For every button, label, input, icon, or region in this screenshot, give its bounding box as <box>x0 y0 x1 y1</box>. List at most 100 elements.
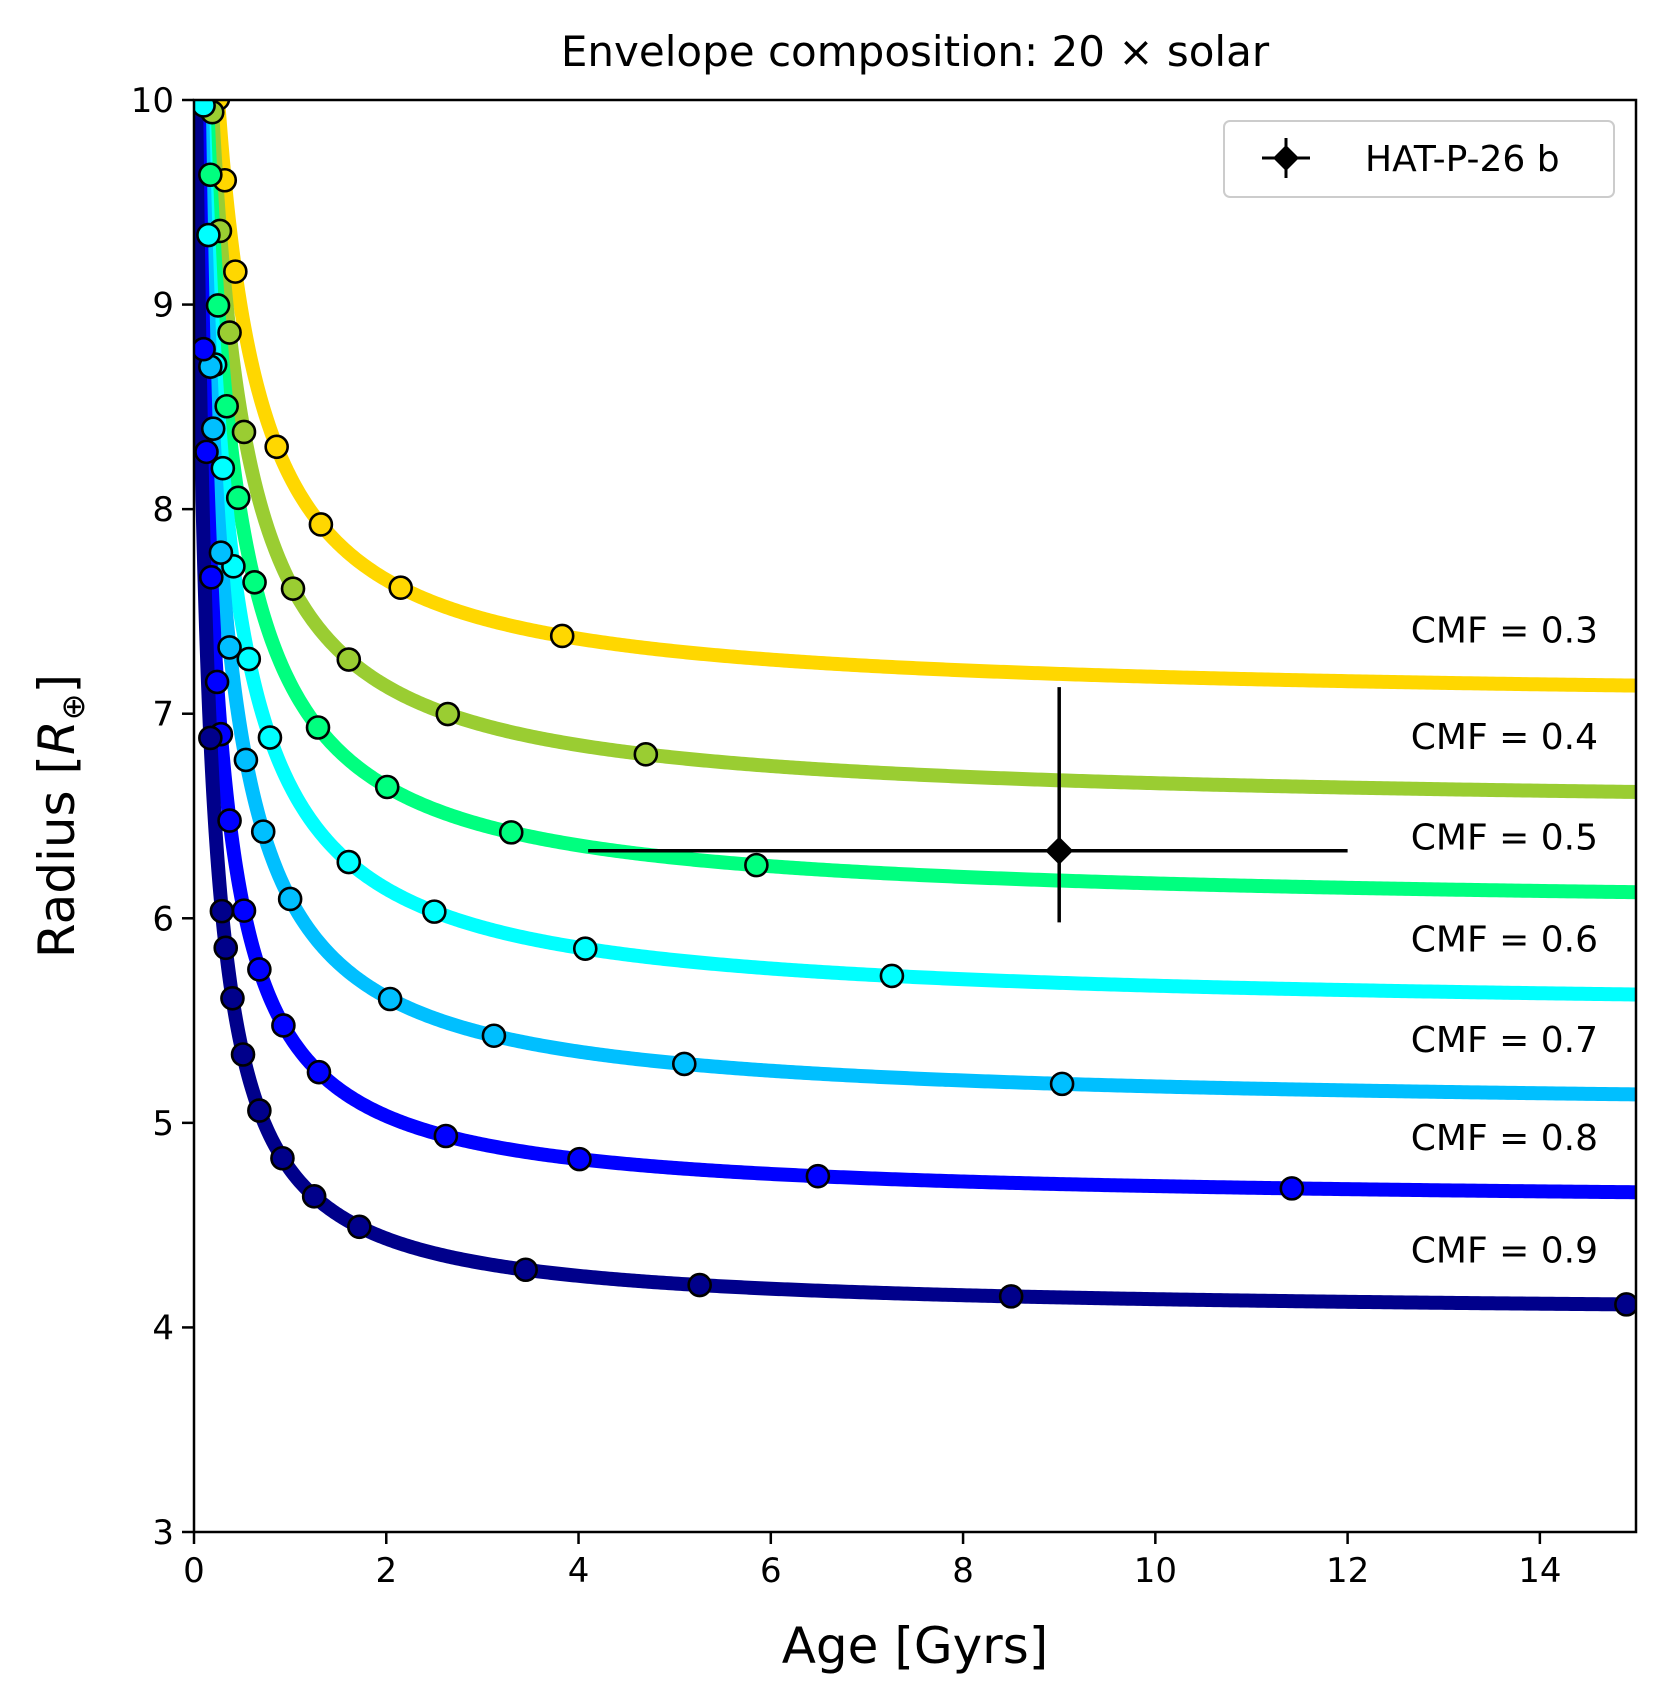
series-label: CMF = 0.6 <box>1411 920 1598 961</box>
series-marker <box>223 259 248 284</box>
x-tick-label: 2 <box>375 1551 397 1591</box>
y-tick-label: 9 <box>152 286 174 326</box>
series-marker <box>194 100 216 118</box>
series-labels: CMF = 0.3 CMF = 0.4 CMF = 0.5 CMF = 0.6 CMF … <box>1411 611 1598 1272</box>
series-marker <box>257 725 283 750</box>
x-tick-label: 6 <box>760 1551 782 1591</box>
series-marker <box>374 774 400 800</box>
series-marker <box>217 808 242 833</box>
series-label: CMF = 0.7 <box>1411 1020 1598 1061</box>
series-marker <box>481 1023 507 1049</box>
series-marker <box>204 669 230 695</box>
series-marker <box>1279 1176 1305 1201</box>
series-marker <box>200 416 226 441</box>
series-marker <box>213 935 239 961</box>
y-axis-label-main: Radius [ <box>28 755 86 958</box>
series-marker <box>567 1146 592 1172</box>
y-axis-label-close: ] <box>28 674 86 694</box>
series-marker <box>744 852 769 878</box>
series-marker <box>1614 1292 1636 1317</box>
series-marker <box>377 986 403 1012</box>
series-marker <box>220 985 245 1011</box>
x-tick-label: 10 <box>1134 1551 1177 1591</box>
series-marker <box>336 647 362 672</box>
series-marker <box>336 849 362 875</box>
y-tick-label: 10 <box>131 81 174 121</box>
x-tick-label: 8 <box>952 1551 974 1591</box>
legend-box <box>1223 120 1615 198</box>
legend-label: HAT-P-26 b <box>1365 139 1560 180</box>
observation-layer <box>588 687 1348 923</box>
series-marker <box>198 725 223 751</box>
series-marker <box>205 293 231 318</box>
series-marker <box>435 701 461 727</box>
axis-ticks: 0 2 4 6 8 10 12 14 3 4 5 6 7 8 9 10 <box>131 81 1562 1591</box>
series-marker <box>308 512 334 537</box>
chart-title: Envelope composition: 20 × solar <box>561 27 1270 76</box>
series-marker <box>233 747 259 773</box>
series-marker <box>998 1284 1024 1309</box>
series-line <box>200 100 1636 900</box>
markers-layer <box>194 100 1636 1317</box>
y-axis-label-symbol: R <box>28 720 86 755</box>
x-tick-label: 0 <box>183 1551 205 1591</box>
series-marker <box>210 455 236 481</box>
series-line <box>204 100 1636 799</box>
series-label: CMF = 0.8 <box>1411 1118 1598 1159</box>
series-marker <box>194 336 216 362</box>
series-marker <box>277 886 303 912</box>
series-marker <box>498 820 524 845</box>
series-marker <box>422 899 447 924</box>
series-marker <box>633 742 659 767</box>
y-axis-label: Radius [R⊕] <box>28 674 92 958</box>
series-label: CMF = 0.9 <box>1411 1231 1598 1272</box>
series-marker <box>347 1214 372 1240</box>
series-marker <box>572 936 598 961</box>
observation-marker <box>1045 836 1074 865</box>
series-marker <box>270 1145 295 1171</box>
series-marker <box>513 1257 538 1283</box>
series-line <box>194 100 1636 1102</box>
series-marker <box>208 540 234 565</box>
x-axis-label: Age [Gyrs] <box>782 1617 1049 1675</box>
series-marker <box>264 434 289 460</box>
series-marker <box>198 162 223 188</box>
y-tick-label: 7 <box>152 695 174 735</box>
series-marker <box>271 1013 296 1038</box>
series-label: CMF = 0.4 <box>1411 717 1598 758</box>
y-tick-label: 4 <box>152 1308 174 1348</box>
series-marker <box>217 635 242 660</box>
x-tick-label: 12 <box>1326 1551 1369 1591</box>
series-marker <box>209 898 235 924</box>
series-marker <box>230 1042 256 1067</box>
series-marker <box>225 485 251 511</box>
series-marker <box>388 575 413 601</box>
series-marker <box>549 623 575 649</box>
series-marker <box>214 393 239 419</box>
series-marker <box>671 1051 697 1077</box>
y-tick-label: 6 <box>152 899 174 939</box>
legend: HAT-P-26 b <box>1223 120 1615 198</box>
x-tick-label: 4 <box>568 1551 590 1591</box>
series-marker <box>247 957 272 982</box>
series-marker <box>280 576 306 601</box>
series-marker <box>194 439 219 465</box>
y-axis-label-subscript: ⊕ <box>54 693 92 720</box>
series-marker <box>879 963 905 989</box>
series-marker <box>1049 1071 1075 1097</box>
series-marker <box>247 1098 272 1123</box>
series-label: CMF = 0.3 <box>1411 611 1598 652</box>
series-marker <box>687 1272 712 1298</box>
plot-frame <box>192 98 1638 1534</box>
series-marker <box>196 222 221 248</box>
series-marker <box>301 1184 327 1209</box>
series-label: CMF = 0.5 <box>1411 817 1598 858</box>
series-marker <box>199 565 224 590</box>
series-marker <box>236 646 262 672</box>
series-marker <box>250 819 276 844</box>
series-marker <box>805 1163 831 1189</box>
series-line <box>196 100 1636 1002</box>
x-tick-label: 14 <box>1518 1551 1561 1591</box>
series-marker <box>242 569 267 595</box>
